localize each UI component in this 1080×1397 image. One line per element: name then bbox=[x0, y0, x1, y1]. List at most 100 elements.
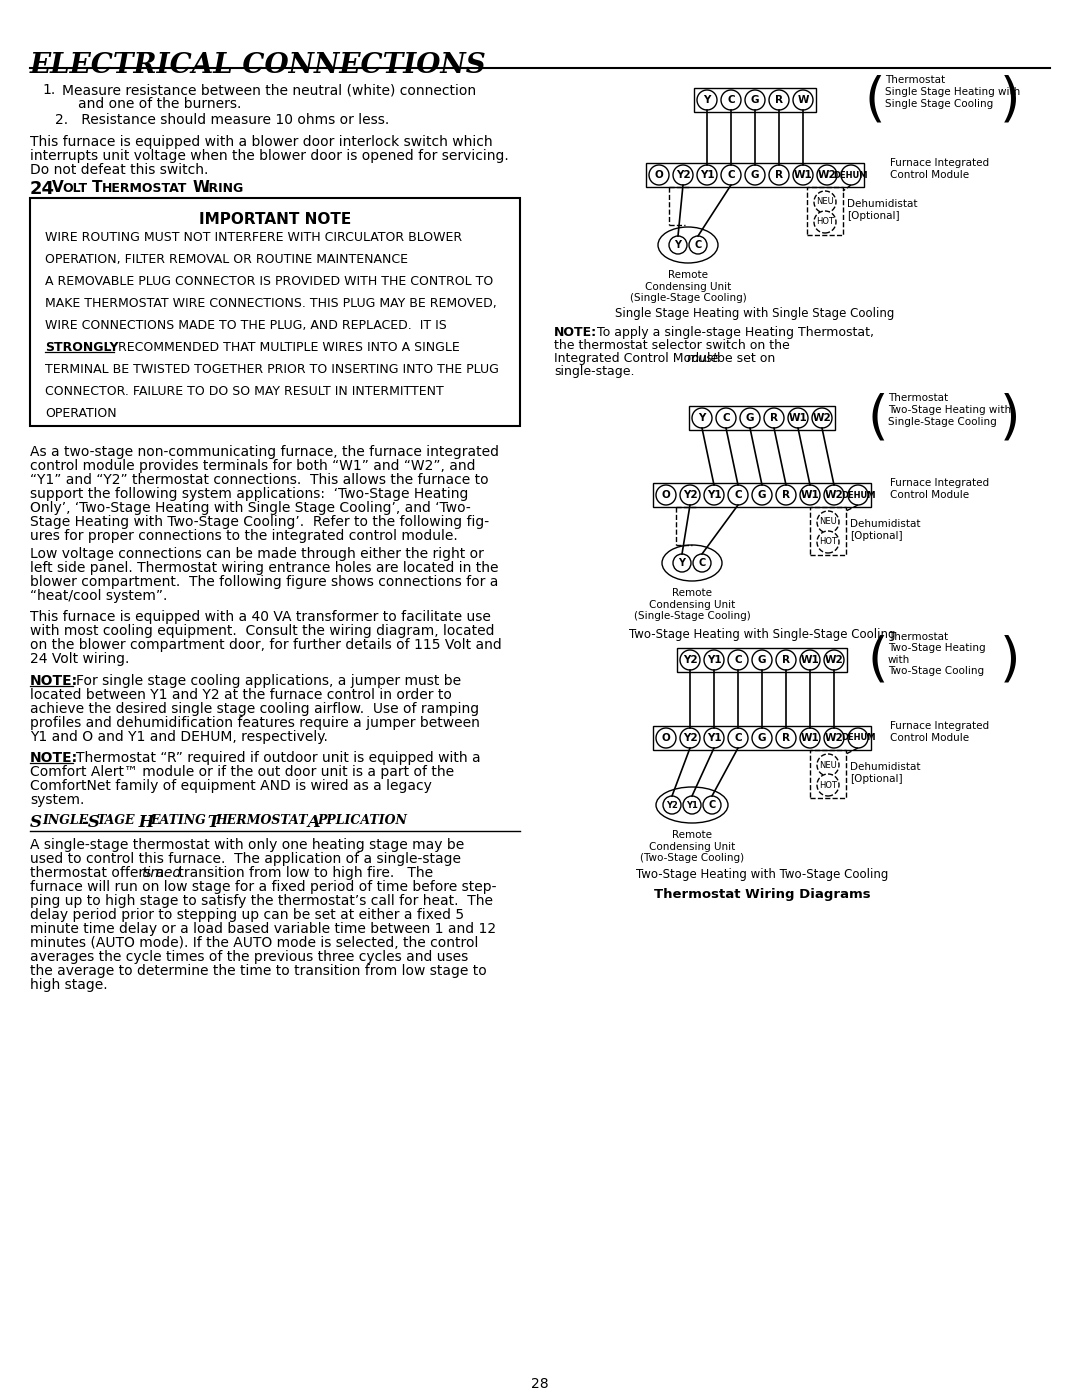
Circle shape bbox=[721, 89, 741, 110]
Circle shape bbox=[693, 555, 711, 571]
Text: ): ) bbox=[1000, 74, 1021, 126]
Circle shape bbox=[656, 485, 676, 504]
Circle shape bbox=[793, 165, 813, 184]
Circle shape bbox=[649, 165, 669, 184]
Text: thermostat offers a: thermostat offers a bbox=[30, 866, 168, 880]
Circle shape bbox=[663, 796, 681, 814]
Text: Comfort Alert™ module or if the out door unit is a part of the: Comfort Alert™ module or if the out door… bbox=[30, 766, 454, 780]
Text: PPLICATION: PPLICATION bbox=[318, 814, 407, 827]
Circle shape bbox=[669, 236, 687, 254]
Circle shape bbox=[816, 531, 839, 553]
Text: 1.: 1. bbox=[42, 82, 55, 96]
FancyBboxPatch shape bbox=[694, 88, 816, 112]
Text: R: R bbox=[770, 414, 778, 423]
Text: Thermostat
Single Stage Heating with
Single Stage Cooling: Thermostat Single Stage Heating with Sin… bbox=[885, 75, 1021, 109]
Text: H: H bbox=[133, 814, 154, 831]
Text: G: G bbox=[751, 95, 759, 105]
FancyBboxPatch shape bbox=[689, 407, 835, 430]
Text: Do not defeat this switch.: Do not defeat this switch. bbox=[30, 163, 208, 177]
Text: C: C bbox=[723, 414, 730, 423]
Text: furnace will run on low stage for a fixed period of time before step-: furnace will run on low stage for a fixe… bbox=[30, 880, 497, 894]
Circle shape bbox=[848, 485, 868, 504]
Text: Y: Y bbox=[699, 414, 705, 423]
Circle shape bbox=[816, 165, 837, 184]
Text: Y: Y bbox=[678, 557, 686, 569]
Text: the thermostat selector switch on the: the thermostat selector switch on the bbox=[554, 339, 789, 352]
Circle shape bbox=[824, 728, 843, 747]
Text: ): ) bbox=[1000, 634, 1021, 686]
Text: Dehumidistat
[Optional]: Dehumidistat [Optional] bbox=[850, 520, 920, 541]
FancyBboxPatch shape bbox=[677, 648, 847, 672]
Text: A single-stage thermostat with only one heating stage may be: A single-stage thermostat with only one … bbox=[30, 838, 464, 852]
Circle shape bbox=[764, 408, 784, 427]
Text: Integrated Control Module: Integrated Control Module bbox=[554, 352, 723, 365]
Text: Furnace Integrated
Control Module: Furnace Integrated Control Module bbox=[890, 721, 989, 743]
Text: W2: W2 bbox=[818, 170, 836, 180]
Text: NOTE:: NOTE: bbox=[30, 752, 78, 766]
Circle shape bbox=[697, 165, 717, 184]
Text: A REMOVABLE PLUG CONNECTOR IS PROVIDED WITH THE CONTROL TO: A REMOVABLE PLUG CONNECTOR IS PROVIDED W… bbox=[45, 275, 494, 288]
Text: profiles and dehumidification features require a jumper between: profiles and dehumidification features r… bbox=[30, 717, 480, 731]
Text: O: O bbox=[662, 733, 671, 743]
Text: and one of the burners.: and one of the burners. bbox=[78, 96, 241, 110]
Circle shape bbox=[800, 485, 820, 504]
Text: 2.   Resistance should measure 10 ohms or less.: 2. Resistance should measure 10 ohms or … bbox=[55, 113, 389, 127]
Text: ping up to high stage to satisfy the thermostat’s call for heat.  The: ping up to high stage to satisfy the the… bbox=[30, 894, 492, 908]
Text: blower compartment.  The following figure shows connections for a: blower compartment. The following figure… bbox=[30, 576, 498, 590]
Text: W1: W1 bbox=[788, 414, 808, 423]
Circle shape bbox=[752, 728, 772, 747]
Text: For single stage cooling applications, a jumper must be: For single stage cooling applications, a… bbox=[76, 673, 461, 687]
Text: NEU: NEU bbox=[819, 517, 837, 527]
Text: Thermostat Wiring Diagrams: Thermostat Wiring Diagrams bbox=[653, 888, 870, 901]
Text: CONNECTOR. FAILURE TO DO SO MAY RESULT IN INTERMITTENT: CONNECTOR. FAILURE TO DO SO MAY RESULT I… bbox=[45, 386, 444, 398]
Text: Remote
Condensing Unit
(Single-Stage Cooling): Remote Condensing Unit (Single-Stage Coo… bbox=[634, 588, 751, 622]
Text: Two-Stage Heating with Single-Stage Cooling: Two-Stage Heating with Single-Stage Cool… bbox=[629, 629, 895, 641]
Text: This furnace is equipped with a 40 VA transformer to facilitate use: This furnace is equipped with a 40 VA tr… bbox=[30, 610, 491, 624]
Text: Y1 and O and Y1 and DEHUM, respectively.: Y1 and O and Y1 and DEHUM, respectively. bbox=[30, 731, 328, 745]
Text: RECOMMENDED THAT MULTIPLE WIRES INTO A SINGLE: RECOMMENDED THAT MULTIPLE WIRES INTO A S… bbox=[114, 341, 460, 353]
Text: DEHUM: DEHUM bbox=[840, 733, 875, 742]
Text: WIRE CONNECTIONS MADE TO THE PLUG, AND REPLACED.  IT IS: WIRE CONNECTIONS MADE TO THE PLUG, AND R… bbox=[45, 319, 447, 332]
Text: support the following system applications:  ‘Two-Stage Heating: support the following system application… bbox=[30, 488, 469, 502]
Text: ComfortNet family of equipment AND is wired as a legacy: ComfortNet family of equipment AND is wi… bbox=[30, 780, 432, 793]
Circle shape bbox=[728, 650, 748, 671]
Text: WIRE ROUTING MUST NOT INTERFERE WITH CIRCULATOR BLOWER: WIRE ROUTING MUST NOT INTERFERE WITH CIR… bbox=[45, 231, 462, 244]
Text: OLT: OLT bbox=[62, 182, 87, 196]
Text: system.: system. bbox=[30, 793, 84, 807]
Text: TERMINAL BE TWISTED TOGETHER PRIOR TO INSERTING INTO THE PLUG: TERMINAL BE TWISTED TOGETHER PRIOR TO IN… bbox=[45, 363, 499, 376]
Circle shape bbox=[777, 485, 796, 504]
Text: (: ( bbox=[867, 634, 888, 686]
Circle shape bbox=[793, 89, 813, 110]
Text: W2: W2 bbox=[812, 414, 832, 423]
Text: interrupts unit voltage when the blower door is opened for servicing.: interrupts unit voltage when the blower … bbox=[30, 149, 509, 163]
Text: W1: W1 bbox=[800, 490, 820, 500]
Text: Y2: Y2 bbox=[676, 170, 690, 180]
Text: minute time delay or a load based variable time between 1 and 12: minute time delay or a load based variab… bbox=[30, 922, 496, 936]
Text: C: C bbox=[734, 733, 742, 743]
Circle shape bbox=[721, 165, 741, 184]
Text: minutes (AUTO mode). If the AUTO mode is selected, the control: minutes (AUTO mode). If the AUTO mode is… bbox=[30, 936, 478, 950]
Circle shape bbox=[777, 650, 796, 671]
Circle shape bbox=[697, 89, 717, 110]
Text: W1: W1 bbox=[800, 733, 820, 743]
Text: 28: 28 bbox=[531, 1377, 549, 1391]
Text: C: C bbox=[699, 557, 705, 569]
Text: IRING: IRING bbox=[205, 182, 244, 196]
Text: R: R bbox=[782, 733, 789, 743]
Text: IMPORTANT NOTE: IMPORTANT NOTE bbox=[199, 212, 351, 226]
Text: W1: W1 bbox=[800, 655, 820, 665]
Circle shape bbox=[841, 165, 861, 184]
Text: HOT: HOT bbox=[819, 781, 837, 789]
Text: Measure resistance between the neutral (white) connection: Measure resistance between the neutral (… bbox=[62, 82, 476, 96]
Text: achieve the desired single stage cooling airflow.  Use of ramping: achieve the desired single stage cooling… bbox=[30, 703, 480, 717]
Text: be set on: be set on bbox=[713, 352, 774, 365]
Text: HOT: HOT bbox=[819, 538, 837, 546]
Circle shape bbox=[816, 511, 839, 534]
Text: Y: Y bbox=[675, 240, 681, 250]
Text: R: R bbox=[782, 490, 789, 500]
Circle shape bbox=[740, 408, 760, 427]
Text: R: R bbox=[782, 655, 789, 665]
Text: MAKE THERMOSTAT WIRE CONNECTIONS. THIS PLUG MAY BE REMOVED,: MAKE THERMOSTAT WIRE CONNECTIONS. THIS P… bbox=[45, 298, 497, 310]
Text: OPERATION: OPERATION bbox=[45, 407, 117, 420]
Text: Remote
Condensing Unit
(Two-Stage Cooling): Remote Condensing Unit (Two-Stage Coolin… bbox=[640, 830, 744, 863]
